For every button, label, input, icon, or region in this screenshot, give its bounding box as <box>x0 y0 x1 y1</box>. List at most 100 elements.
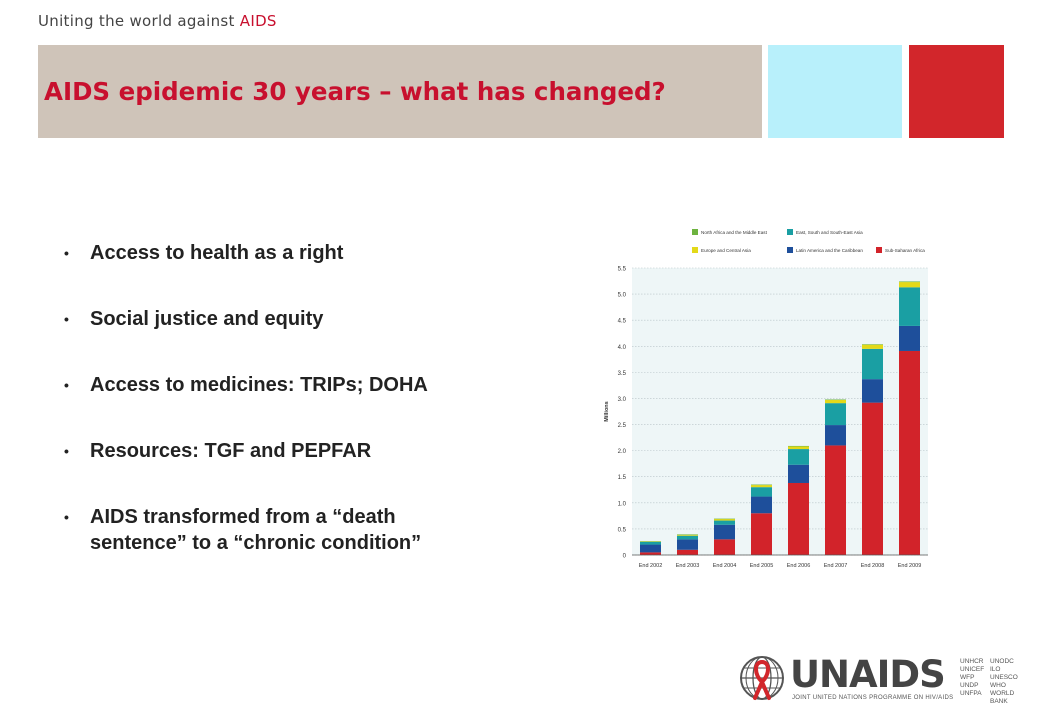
cosponsor: UNESCO <box>990 674 1018 681</box>
bar-segment <box>677 535 698 540</box>
bullet-text: Access to health as a right <box>90 242 344 264</box>
bar-segment <box>825 425 846 446</box>
x-tick-label: End 2009 <box>898 563 922 569</box>
bar-segment <box>788 445 809 447</box>
cosponsors-col2: UNODC ILO UNESCO WHO WORLD BANK <box>990 658 1028 706</box>
x-tick-label: End 2002 <box>639 563 663 569</box>
bar-segment <box>640 541 661 545</box>
x-tick-label: End 2003 <box>676 563 700 569</box>
red-accent-block <box>909 45 1004 138</box>
bar-segment <box>862 344 883 345</box>
legend-label: North Africa and the Middle East <box>701 230 768 235</box>
cosponsor: ILO <box>990 666 1001 673</box>
bullet-item: AIDS transformed from a “death sentence”… <box>64 504 428 556</box>
bar-segment <box>714 518 735 520</box>
bar-segment <box>862 348 883 380</box>
legend-swatch <box>692 247 698 253</box>
x-tick-label: End 2008 <box>861 563 885 569</box>
bullet-item: Social justice and equity <box>64 306 428 332</box>
title-bar: AIDS epidemic 30 years – what has change… <box>38 45 762 138</box>
bullet-item: Access to health as a right <box>64 240 428 266</box>
bar-segment <box>714 520 735 525</box>
y-tick-label: 1.5 <box>618 475 627 481</box>
x-tick-label: End 2007 <box>824 563 848 569</box>
bullet-text-line2: sentence” to a “chronic condition” <box>90 532 422 554</box>
y-tick-label: 0 <box>623 554 627 560</box>
bar-segment <box>751 484 772 486</box>
legend-swatch <box>692 229 698 235</box>
legend-swatch <box>787 229 793 235</box>
stacked-bar-chart: 0 0.5 1.0 1.5 2.0 2.5 3.0 3.5 4.0 4.5 5.0 5.5 Millio… <box>604 229 928 569</box>
cosponsors-col1: UNHCR UNICEF WFP UNDP UNFPA <box>960 658 984 698</box>
bar-segment <box>640 544 661 553</box>
bar-segment <box>751 513 772 555</box>
bullet-text: Resources: TGF and PEPFAR <box>90 440 372 462</box>
cosponsor: WHO <box>990 682 1006 689</box>
tagline-prefix: Uniting the world against <box>38 12 240 30</box>
bullet-item: Access to medicines: TRIPs; DOHA <box>64 372 428 398</box>
y-tick-label: 5.0 <box>618 293 627 299</box>
y-tick-label: 1.0 <box>618 501 627 507</box>
bar-segment <box>788 464 809 483</box>
y-tick-label: 4.0 <box>618 345 627 351</box>
bar-segment <box>825 400 846 404</box>
bar-segment <box>788 446 809 450</box>
bar-segment <box>714 524 735 540</box>
bar-segment <box>825 445 846 555</box>
bullet-item: Resources: TGF and PEPFAR <box>64 438 428 464</box>
bar-segment <box>825 399 846 401</box>
cyan-accent-block <box>768 45 902 138</box>
bullet-text: Access to medicines: TRIPs; DOHA <box>90 374 428 396</box>
legend-label: Latin America and the Caribbean <box>796 248 863 253</box>
bar-segment <box>677 549 698 555</box>
y-tick-label: 4.5 <box>618 319 627 325</box>
bar-segment <box>751 496 772 514</box>
tagline: Uniting the world against AIDS <box>38 12 277 30</box>
slide-title: AIDS epidemic 30 years – what has change… <box>44 77 666 106</box>
bar-segment <box>862 344 883 349</box>
legend-label: Europe and Central Asia <box>701 248 751 253</box>
bar-segment <box>640 541 661 542</box>
cosponsor: UNHCR <box>960 658 984 665</box>
bar-segment <box>751 485 772 488</box>
bullet-list: Access to health as a right Social justi… <box>64 240 428 596</box>
bar-segment <box>677 539 698 550</box>
bar-segment <box>899 350 920 555</box>
legend-label: East, South and South-East Asia <box>796 230 863 235</box>
bar-segment <box>788 482 809 555</box>
bar-segment <box>714 539 735 555</box>
x-tick-label: End 2004 <box>713 563 737 569</box>
bar-segment <box>899 325 920 351</box>
bar-segment <box>788 449 809 465</box>
cosponsor: UNFPA <box>960 690 982 697</box>
logo-subtitle: JOINT UNITED NATIONS PROGRAMME ON HIV/AI… <box>792 695 954 701</box>
x-tick-label: End 2006 <box>787 563 811 569</box>
y-tick-label: 0.5 <box>618 527 627 533</box>
bar-segment <box>899 281 920 283</box>
y-tick-label: 2.5 <box>618 423 627 429</box>
y-tick-label: 5.5 <box>618 267 627 273</box>
bar-segment <box>899 282 920 288</box>
y-axis-label: Millions <box>604 401 610 421</box>
globe-ribbon-icon <box>740 656 784 700</box>
bar-segment <box>899 287 920 326</box>
bar-segment <box>862 379 883 403</box>
bullet-text: Social justice and equity <box>90 308 324 330</box>
cosponsor: UNODC <box>990 658 1014 665</box>
legend-swatch <box>876 247 882 253</box>
y-tick-label: 3.5 <box>618 371 627 377</box>
y-tick-label: 3.0 <box>618 397 627 403</box>
bar-segment <box>640 552 661 555</box>
bar-segment <box>677 534 698 536</box>
unaids-logo: UNAIDS JOINT UNITED NATIONS PROGRAMME ON… <box>738 654 1028 705</box>
cosponsor: UNDP <box>960 682 979 689</box>
y-tick-label: 2.0 <box>618 449 627 455</box>
bar-segment <box>825 403 846 426</box>
bar-segment <box>862 402 883 555</box>
x-tick-label: End 2005 <box>750 563 774 569</box>
cosponsor: WFP <box>960 674 975 681</box>
plot-background <box>632 268 928 555</box>
bar-segment <box>751 487 772 497</box>
bar-segment <box>677 534 698 535</box>
bar-segment <box>714 518 735 521</box>
